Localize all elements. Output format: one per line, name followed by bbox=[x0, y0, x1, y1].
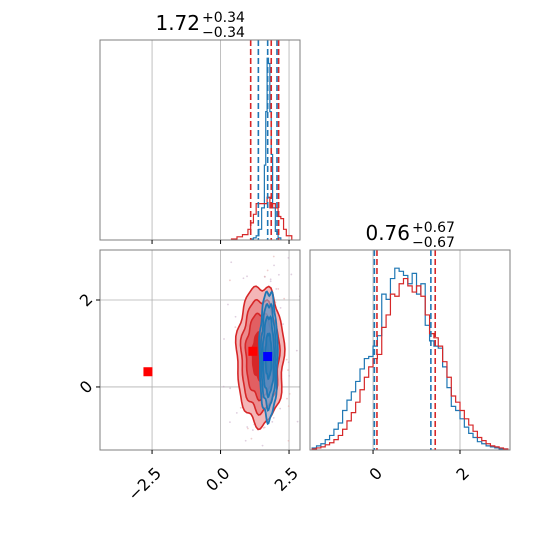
scatter-point bbox=[229, 421, 231, 424]
scatter-point bbox=[296, 420, 299, 423]
m1-series-0 bbox=[250, 57, 282, 240]
scatter-point bbox=[277, 288, 280, 290]
scatter-point bbox=[283, 297, 286, 300]
marginal-1-title-value: 1.72 bbox=[155, 11, 200, 35]
scatter-point bbox=[227, 303, 229, 306]
marker-0 bbox=[143, 367, 153, 377]
scatter-point bbox=[285, 358, 288, 361]
scatter-point bbox=[279, 306, 282, 309]
scatter-point bbox=[290, 273, 293, 276]
marginal-1-ticks bbox=[151, 240, 290, 244]
scatter-point bbox=[271, 420, 274, 423]
joint-axes: −2.5 0.0 2.5 0 2 bbox=[76, 209, 324, 511]
scatter-point bbox=[226, 226, 228, 228]
marginal-2-histograms bbox=[311, 267, 509, 450]
marginal-2-title-minus: −0.67 bbox=[412, 235, 455, 251]
marker-1 bbox=[248, 346, 258, 356]
marker-2 bbox=[263, 352, 273, 362]
scatter-point bbox=[261, 444, 264, 447]
scatter-point bbox=[282, 323, 284, 325]
scatter-point bbox=[235, 412, 238, 414]
scatter-point bbox=[272, 255, 275, 258]
joint-markers bbox=[143, 346, 273, 377]
marginal-1-title-minus: −0.34 bbox=[202, 25, 245, 41]
marginal-1-title-plus: +0.34 bbox=[202, 10, 245, 26]
marginal-1-quantile-lines bbox=[249, 40, 280, 240]
scatter-point bbox=[242, 277, 245, 280]
marginal-1-histograms bbox=[230, 57, 293, 240]
joint-xtick-label-2: 2.5 bbox=[271, 464, 302, 495]
joint-ytick-label-1: 2 bbox=[76, 290, 97, 311]
marginal-2-quantile-lines bbox=[373, 250, 437, 450]
scatter-point bbox=[287, 459, 289, 461]
scatter-point bbox=[263, 275, 266, 278]
scatter-point bbox=[277, 273, 280, 276]
scatter-point bbox=[234, 326, 237, 329]
scatter-point bbox=[229, 279, 231, 282]
marginal-1-axes: 1.72 +0.34 −0.34 bbox=[99, 10, 301, 244]
scatter-point bbox=[287, 256, 290, 259]
m2-series-1 bbox=[311, 277, 509, 450]
scatter-point bbox=[287, 439, 290, 442]
scatter-point bbox=[272, 416, 275, 419]
scatter-point bbox=[248, 464, 250, 466]
scatter-point bbox=[244, 439, 247, 442]
scatter-point bbox=[234, 315, 237, 318]
m2-series-0 bbox=[311, 267, 509, 450]
m2-xtick-label-0: 0 bbox=[365, 464, 386, 485]
scatter-point bbox=[269, 280, 272, 283]
scatter-point bbox=[286, 397, 288, 400]
joint-ytick-label-0: 0 bbox=[76, 377, 97, 398]
scatter-point bbox=[246, 275, 248, 278]
scatter-point bbox=[279, 407, 282, 410]
scatter-point bbox=[287, 361, 290, 364]
scatter-point bbox=[216, 509, 218, 511]
marginal-2-title-value: 0.76 bbox=[365, 221, 410, 245]
scatter-point bbox=[273, 264, 275, 267]
scatter-point bbox=[222, 385, 225, 388]
marginal-1-frame bbox=[99, 39, 301, 241]
scatter-point bbox=[266, 269, 269, 272]
scatter-point bbox=[229, 387, 232, 390]
scatter-point bbox=[251, 209, 253, 211]
scatter-point bbox=[223, 338, 225, 340]
scatter-point bbox=[251, 247, 253, 249]
joint-xtick-label-1: 0.0 bbox=[202, 464, 233, 495]
scatter-point bbox=[251, 429, 254, 431]
scatter-point bbox=[322, 338, 324, 340]
marginal-2-frame bbox=[309, 249, 511, 451]
scatter-point bbox=[230, 261, 233, 264]
scatter-point bbox=[288, 392, 291, 395]
marginal-1-grid bbox=[151, 40, 290, 240]
scatter-point bbox=[288, 374, 291, 377]
scatter-point bbox=[287, 369, 289, 371]
joint-frame bbox=[99, 249, 301, 451]
scatter-point bbox=[262, 426, 265, 429]
joint-xtick-label-0: −2.5 bbox=[124, 464, 165, 505]
scatter-point bbox=[287, 405, 290, 408]
scatter-point bbox=[269, 278, 272, 281]
scatter-point bbox=[289, 458, 291, 460]
marginal-2-title-plus: +0.67 bbox=[412, 220, 455, 236]
m2-xtick-label-1: 2 bbox=[452, 464, 473, 485]
scatter-point bbox=[246, 426, 249, 428]
scatter-point bbox=[239, 406, 242, 409]
scatter-point bbox=[246, 427, 249, 430]
scatter-point bbox=[295, 349, 298, 352]
scatter-point bbox=[275, 288, 278, 290]
scatter-point bbox=[250, 437, 253, 440]
